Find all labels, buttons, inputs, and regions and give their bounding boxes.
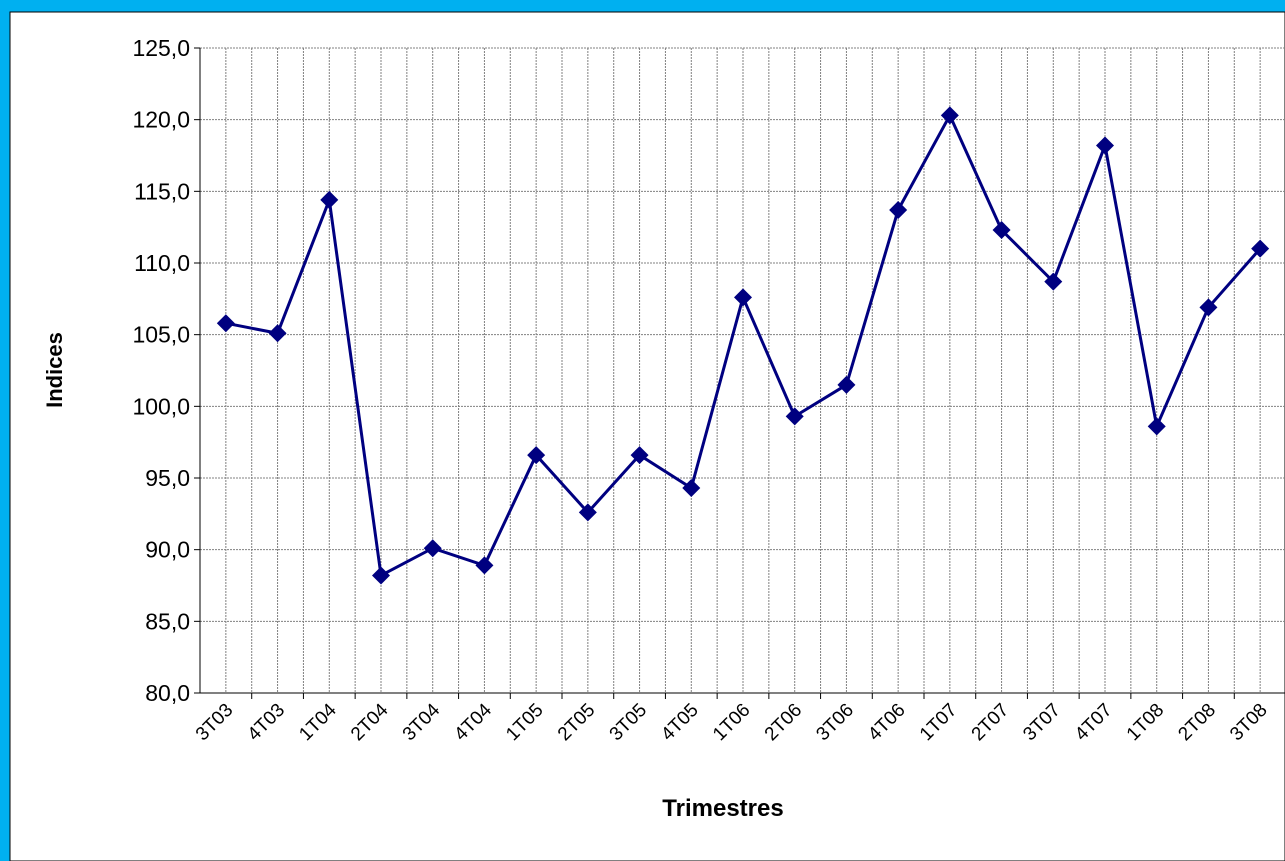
x-axis-label: Trimestres (662, 795, 783, 822)
marker (734, 288, 752, 307)
marker (320, 190, 339, 209)
marker (372, 566, 390, 585)
marker (837, 375, 856, 394)
y-tick-label: 105,0 (132, 322, 190, 348)
marker (1096, 136, 1114, 155)
marker (785, 407, 804, 426)
marker (1199, 298, 1218, 317)
marker (1147, 417, 1166, 436)
y-tick-label: 85,0 (145, 608, 190, 634)
marker (1251, 239, 1270, 258)
marker (940, 106, 959, 125)
marker (630, 446, 649, 465)
marker (1044, 272, 1063, 291)
chart-area (9, 11, 1285, 861)
marker (527, 446, 546, 465)
marker (423, 539, 442, 558)
marker (992, 221, 1011, 240)
y-tick-label: 80,0 (145, 680, 190, 706)
marker (268, 324, 287, 343)
y-axis-label: Indices (42, 332, 67, 408)
y-tick-label: 115,0 (134, 178, 190, 204)
y-tick-label: 110,0 (134, 250, 190, 276)
marker (475, 556, 494, 575)
marker (578, 503, 597, 522)
marker (682, 479, 701, 498)
marker (216, 314, 235, 333)
y-tick-label: 100,0 (132, 393, 190, 419)
y-tick-label: 125,0 (132, 35, 190, 61)
y-tick-label: 120,0 (132, 107, 190, 133)
marker (889, 200, 908, 219)
y-tick-label: 90,0 (145, 537, 190, 563)
y-tick-label: 95,0 (145, 465, 190, 491)
